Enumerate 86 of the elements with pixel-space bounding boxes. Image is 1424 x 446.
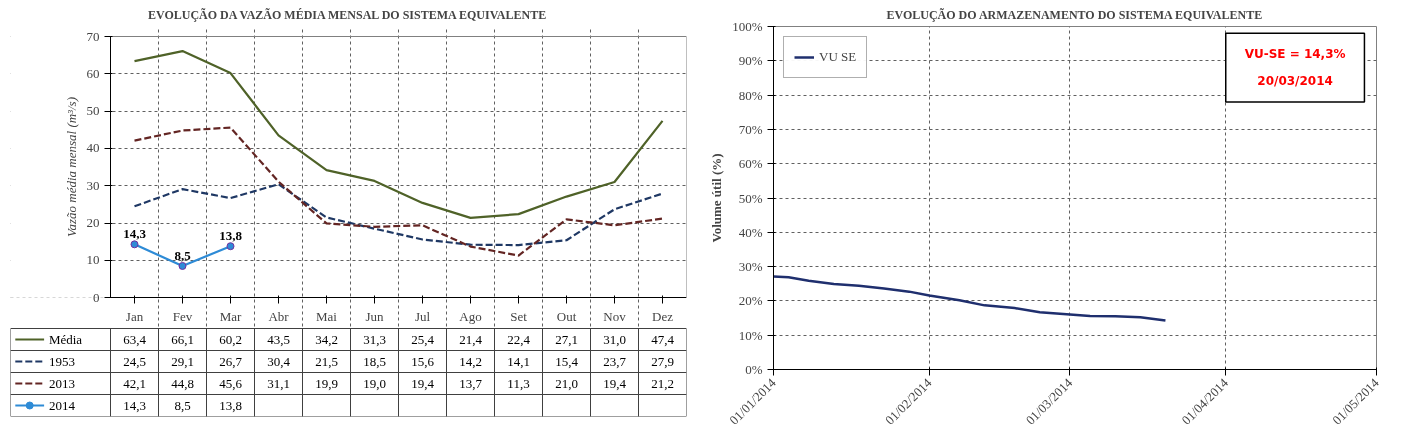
y-tick-label: 100% — [732, 19, 763, 34]
text: 13,8 — [219, 228, 242, 244]
chart-title: EVOLUÇÃO DA VAZÃO MÉDIA MENSAL DO SISTEMA EQUIVALENTE — [147, 7, 547, 22]
text: 8,5 — [174, 247, 191, 263]
data-label: 18,5 — [363, 353, 386, 369]
x-tick-label: Fev — [172, 308, 193, 324]
data-label: 63,4 — [123, 331, 147, 347]
legend-label: 1953 — [48, 353, 75, 369]
data-label: 13,8 — [219, 397, 242, 413]
data-label: 14,1 — [507, 353, 530, 369]
data-label: 23,7 — [603, 353, 627, 369]
data-label: 60,2 — [219, 331, 242, 347]
y-tick-label: 0 — [93, 289, 100, 305]
x-tick-label: Jan — [125, 308, 144, 324]
data-label: 27,1 — [555, 331, 578, 347]
y-tick-label: 50 — [86, 103, 100, 119]
annotation: 20/03/2014 — [1257, 74, 1333, 89]
y-tick-label: 70 — [86, 28, 100, 44]
x-tick-label: Set — [510, 308, 528, 324]
data-label: 19,0 — [363, 375, 386, 391]
data-label: 24,5 — [123, 353, 146, 369]
data-label: 19,4 — [603, 375, 627, 391]
y-tick-label: 10 — [86, 252, 100, 268]
data-label: 21,0 — [555, 375, 578, 391]
data-label: 66,1 — [171, 331, 194, 347]
x-tick-label: Nov — [603, 308, 627, 324]
data-label: 43,5 — [267, 331, 290, 347]
data-label: 42,1 — [123, 375, 146, 391]
y-axis-title: Vazão média mensal (m³/s) — [63, 96, 79, 238]
legend-label: 2013 — [48, 375, 75, 391]
y-tick-label: 80% — [738, 87, 763, 103]
x-tick-label: Mar — [219, 308, 242, 324]
x-tick-label: Ago — [459, 308, 482, 324]
data-label: 19,4 — [411, 375, 435, 391]
chart-title: EVOLUÇÃO DO ARMAZENAMENTO DO SISTEMA EQUIVALENTE — [886, 7, 1263, 22]
data-label: 29,1 — [171, 353, 194, 369]
y-tick-label: 10% — [738, 327, 763, 343]
data-label: 19,9 — [315, 375, 338, 391]
data-label: 21,4 — [459, 331, 483, 347]
data-label: 21,2 — [651, 375, 674, 391]
y-tick-label: 20 — [86, 215, 100, 231]
data-label: 8,5 — [174, 397, 191, 413]
y-axis-title: Volume útil (%) — [709, 153, 725, 243]
data-label: 45,6 — [219, 375, 243, 391]
x-tick-label: Jul — [414, 308, 431, 324]
data-label: 21,5 — [315, 353, 338, 369]
y-tick-label: 60% — [738, 156, 763, 172]
data-label: 44,8 — [171, 375, 194, 391]
data-label: 15,4 — [555, 353, 579, 369]
y-tick-label: 50% — [738, 190, 763, 206]
data-label: 27,9 — [651, 353, 674, 369]
data-label: 25,4 — [411, 331, 435, 347]
x-tick-label: Out — [556, 308, 577, 324]
data-label: 30,4 — [267, 353, 291, 369]
x-tick-label: Dez — [652, 308, 674, 324]
y-tick-label: 40% — [738, 224, 763, 240]
data-label: 15,6 — [411, 353, 435, 369]
y-tick-label: 70% — [738, 121, 763, 137]
data-label: 14,2 — [459, 353, 482, 369]
data-label: 31,1 — [267, 375, 290, 391]
data-label: 31,0 — [603, 331, 626, 347]
y-tick-label: 90% — [738, 53, 763, 69]
legend-label: VU SE — [819, 49, 857, 65]
data-label: 13,7 — [459, 375, 483, 391]
data-label: 22,4 — [507, 331, 531, 347]
data-label: 31,3 — [363, 331, 386, 347]
y-tick-label: 20% — [738, 293, 763, 309]
legend-label: 2014 — [48, 397, 76, 413]
legend-label: Média — [48, 332, 83, 347]
data-label: 34,2 — [315, 331, 338, 347]
x-tick-label: Abr — [268, 308, 290, 324]
data-label: 14,3 — [123, 397, 146, 413]
y-tick-label: 30% — [738, 259, 763, 275]
y-tick-label: 40 — [86, 140, 100, 156]
annotation: VU-SE = 14,3% — [1244, 46, 1346, 61]
x-tick-label: Mai — [316, 308, 338, 324]
data-label: 26,7 — [219, 353, 243, 369]
data-label: 11,3 — [507, 375, 530, 391]
y-tick-label: 60 — [86, 65, 100, 81]
line-series — [773, 275, 1167, 322]
line-series — [133, 49, 664, 219]
y-tick-label: 0% — [745, 362, 763, 377]
x-tick-label: Jun — [365, 308, 385, 324]
text: 14,3 — [123, 226, 146, 242]
y-tick-label: 30 — [86, 177, 100, 193]
data-label: 47,4 — [651, 331, 675, 347]
